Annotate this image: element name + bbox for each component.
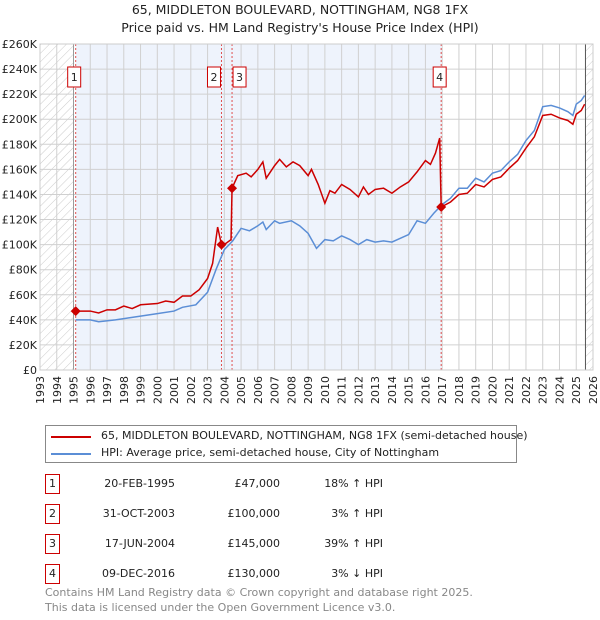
sale-label-box <box>232 66 247 88</box>
y-tick-label: £180K <box>2 138 38 151</box>
footer-line-1: Contains HM Land Registry data © Crown c… <box>45 586 473 599</box>
sale-point <box>70 306 81 317</box>
sale-label-box <box>67 66 82 88</box>
y-tick-label: £80K <box>9 264 38 277</box>
table-row: 4 09-DEC-2016 £130,000 3% ↓ HPI <box>45 564 545 584</box>
legend-hpi: HPI: Average price, semi-detached house,… <box>101 446 440 459</box>
x-tick-label: 1996 <box>84 376 97 404</box>
sale-label: 1 <box>71 71 78 84</box>
y-tick-label: £140K <box>2 188 38 201</box>
sale-label: 4 <box>436 71 443 84</box>
table-row: 3 17-JUN-2004 £145,000 39% ↑ HPI <box>45 534 545 554</box>
y-tick-label: £120K <box>2 214 38 227</box>
sale-number-badge: 2 <box>45 504 60 524</box>
sale-price: £47,000 <box>234 477 281 490</box>
sale-date: 17-JUN-2004 <box>104 537 175 550</box>
x-tick-label: 1999 <box>135 376 148 404</box>
legend-property: 65, MIDDLETON BOULEVARD, NOTTINGHAM, NG8… <box>101 429 528 442</box>
sale-label-box <box>432 66 447 88</box>
ownership-shading <box>75 44 442 370</box>
legend: 65, MIDDLETON BOULEVARD, NOTTINGHAM, NG8… <box>45 425 528 463</box>
x-tick-label: 2006 <box>252 376 265 404</box>
x-tick-label: 2010 <box>319 376 332 404</box>
x-tick-label: 2012 <box>352 376 365 404</box>
x-tick-label: 2007 <box>269 376 282 404</box>
sale-price: £100,000 <box>227 507 281 520</box>
chart-subtitle: Price paid vs. HM Land Registry's House … <box>121 20 479 35</box>
x-tick-label: 2000 <box>151 376 164 404</box>
sale-price: £130,000 <box>227 567 281 580</box>
sale-point <box>436 202 447 212</box>
x-tick-label: 2019 <box>470 376 483 404</box>
sale-point <box>227 183 238 194</box>
y-tick-label: £20K <box>9 339 38 352</box>
x-tick-label: 2026 <box>587 376 600 404</box>
sale-hpi-diff: 3% ↓ HPI <box>331 567 383 580</box>
y-tick-label: £160K <box>2 163 38 176</box>
legend-red-line <box>51 436 91 438</box>
x-tick-label: 1997 <box>101 376 114 404</box>
x-tick-label: 1995 <box>68 376 81 404</box>
sale-date: 31-OCT-2003 <box>102 507 175 520</box>
y-tick-label: £100K <box>2 239 38 252</box>
hpi-line <box>75 94 586 323</box>
x-tick-label: 1998 <box>118 376 131 404</box>
sale-hpi-diff: 18% ↑ HPI <box>324 477 383 490</box>
price-paid-line <box>75 103 586 314</box>
chart-svg: 1993 1994 1995 1996 1997 1998 1999 2000 2001 2002… <box>2 38 600 404</box>
y-tick-label: £260K <box>2 38 38 51</box>
y-tick-label: £240K <box>2 63 38 76</box>
x-tick-label: 2015 <box>403 376 416 404</box>
x-tick-label: 2003 <box>202 376 215 404</box>
sale-price: £145,000 <box>227 537 281 550</box>
sale-label-box <box>206 66 221 88</box>
x-tick-label: 2018 <box>453 376 466 404</box>
x-tick-label: 2024 <box>553 376 566 404</box>
hatch-after <box>585 44 593 370</box>
x-tick-label: 2002 <box>185 376 198 404</box>
x-tick-label: 2023 <box>537 376 550 404</box>
x-tick-label: 2021 <box>503 376 516 404</box>
sale-date: 09-DEC-2016 <box>101 567 175 580</box>
x-tick-label: 2014 <box>386 376 399 404</box>
x-tick-label: 1993 <box>34 376 47 404</box>
table-row: 1 20-FEB-1995 £47,000 18% ↑ HPI <box>45 474 545 494</box>
y-tick-label: £60K <box>9 289 38 302</box>
x-tick-label: 1994 <box>51 376 64 404</box>
sale-label: 2 <box>210 71 217 84</box>
sale-point <box>216 239 227 250</box>
y-tick-label: £200K <box>2 113 38 126</box>
x-tick-label: 2001 <box>168 376 181 404</box>
x-tick-label: 2009 <box>302 376 315 404</box>
y-tick-label: £220K <box>2 88 38 101</box>
sale-date: 20-FEB-1995 <box>104 477 175 490</box>
sale-hpi-diff: 39% ↑ HPI <box>324 537 383 550</box>
x-tick-label: 2022 <box>520 376 533 404</box>
y-tick-label: £40K <box>9 314 38 327</box>
x-tick-label: 2011 <box>336 376 349 404</box>
table-row: 2 31-OCT-2003 £100,000 3% ↑ HPI <box>45 504 545 524</box>
legend-blue-line <box>51 453 91 455</box>
plot-border <box>39 43 594 371</box>
x-tick-label: 2017 <box>436 376 449 404</box>
sale-number-badge: 3 <box>45 534 60 554</box>
x-tick-label: 2020 <box>486 376 499 404</box>
x-tick-label: 2008 <box>285 376 298 404</box>
sale-hpi-diff: 3% ↑ HPI <box>331 507 383 520</box>
x-tick-label: 2025 <box>570 376 583 404</box>
sale-label: 3 <box>236 71 243 84</box>
chart-title: 65, MIDDLETON BOULEVARD, NOTTINGHAM, NG8… <box>131 2 469 17</box>
sale-number-badge: 1 <box>45 474 60 494</box>
x-tick-label: 2005 <box>235 376 248 404</box>
y-tick-label: £0 <box>23 364 37 377</box>
x-tick-label: 2004 <box>218 376 231 404</box>
x-tick-label: 2016 <box>419 376 432 404</box>
sale-number-badge: 4 <box>45 564 60 584</box>
footer-line-2: This data is licensed under the Open Gov… <box>45 601 396 614</box>
x-tick-label: 2013 <box>369 376 382 404</box>
